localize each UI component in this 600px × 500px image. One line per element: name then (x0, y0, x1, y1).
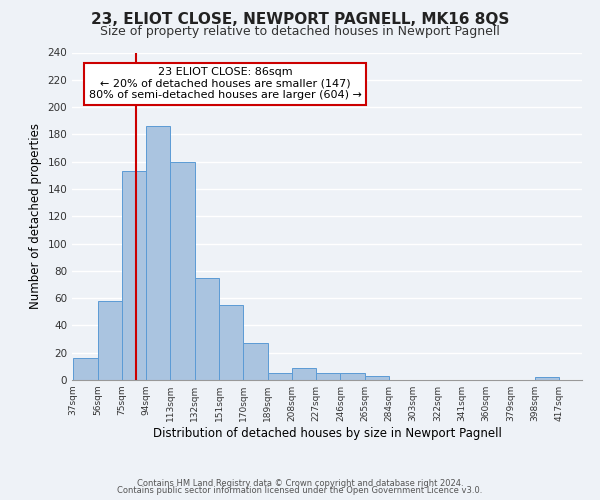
Bar (195, 278, 219, 380)
Text: Size of property relative to detached houses in Newport Pagnell: Size of property relative to detached ho… (100, 25, 500, 38)
Bar (268, 373, 292, 380)
Bar (73, 358, 98, 380)
Bar (340, 373, 365, 380)
Text: Contains HM Land Registry data © Crown copyright and database right 2024.: Contains HM Land Registry data © Crown c… (137, 478, 463, 488)
Bar (243, 343, 268, 380)
Bar (292, 368, 316, 380)
Bar (219, 305, 243, 380)
Bar (98, 301, 122, 380)
X-axis label: Distribution of detached houses by size in Newport Pagnell: Distribution of detached houses by size … (152, 427, 502, 440)
Bar (365, 376, 389, 380)
Bar (316, 373, 340, 380)
Text: 23, ELIOT CLOSE, NEWPORT PAGNELL, MK16 8QS: 23, ELIOT CLOSE, NEWPORT PAGNELL, MK16 8… (91, 12, 509, 28)
Bar (122, 171, 146, 380)
Bar (170, 162, 195, 380)
Text: Contains public sector information licensed under the Open Government Licence v3: Contains public sector information licen… (118, 486, 482, 495)
Y-axis label: Number of detached properties: Number of detached properties (29, 123, 42, 309)
Bar (146, 126, 170, 380)
Bar (535, 378, 559, 380)
Text: 23 ELIOT CLOSE: 86sqm
← 20% of detached houses are smaller (147)
80% of semi-det: 23 ELIOT CLOSE: 86sqm ← 20% of detached … (89, 67, 361, 100)
